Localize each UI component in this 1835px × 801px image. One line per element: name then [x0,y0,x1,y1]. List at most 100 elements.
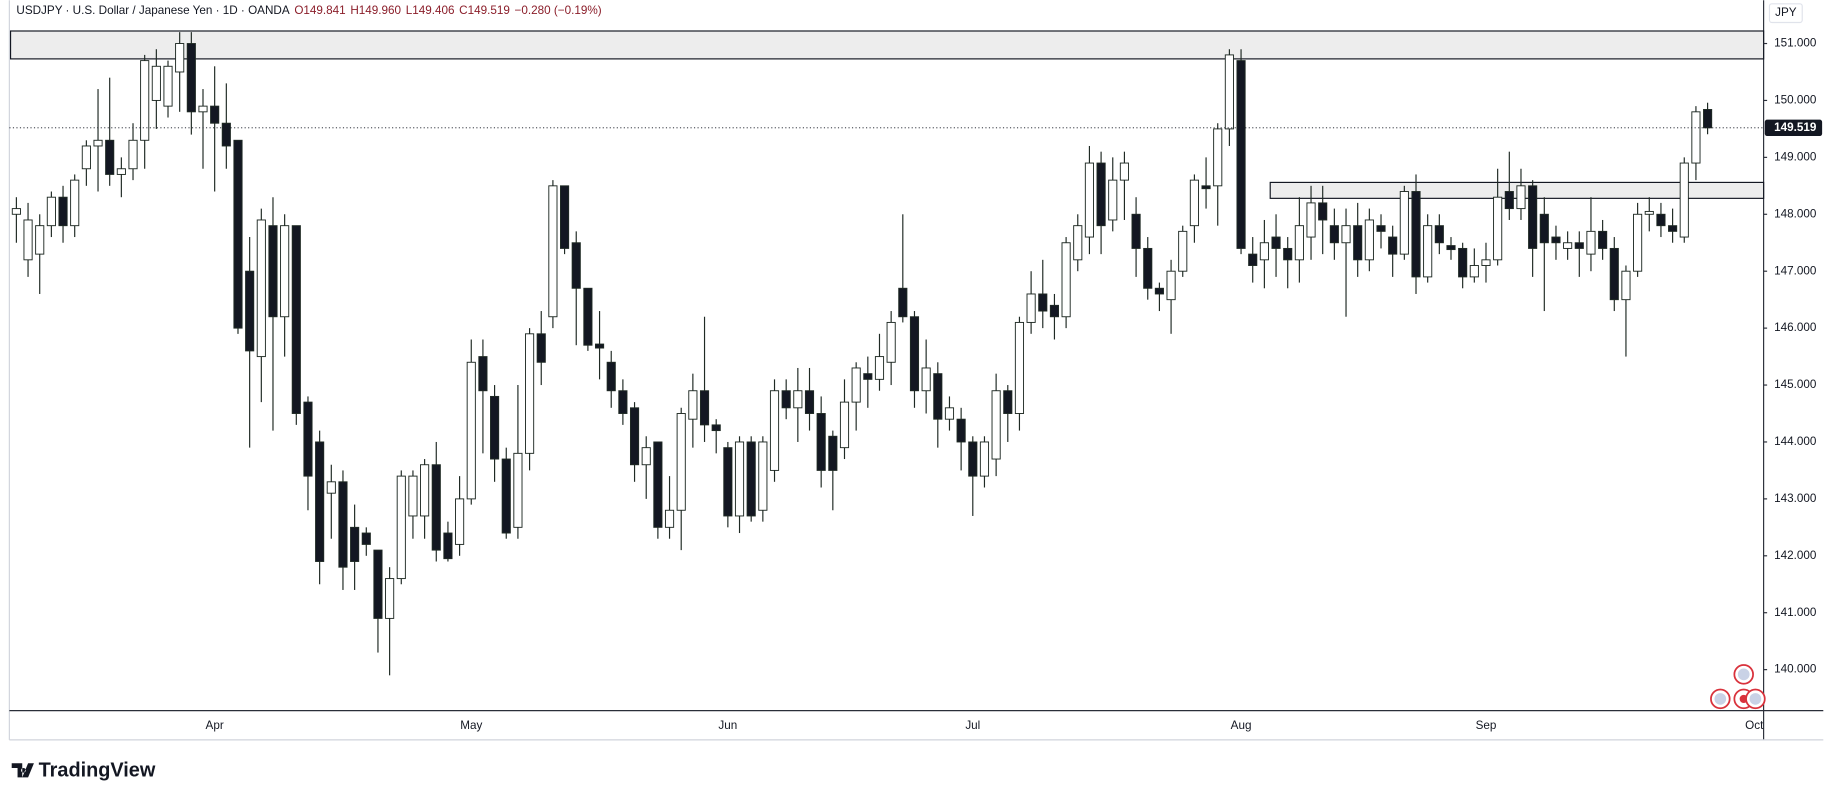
candle-body [1551,236,1561,244]
candle-body [1621,270,1631,301]
x-tick-label: Jun [718,719,737,732]
y-tick-label: 151.000 [1774,37,1817,50]
candle-body [163,65,173,107]
last-price-label: 149.519 [1774,121,1817,134]
symbol-header: USDJPY · U.S. Dollar / Japanese Yen · 1D… [16,4,601,17]
y-tick-label: 143.000 [1774,492,1817,505]
candle-body [1306,202,1316,238]
candle-body [478,356,488,392]
x-tick-label: Oct [1745,719,1764,732]
candle-body [23,219,33,261]
change-label: −0.280 (−0.19%) [515,4,602,17]
candle-body [210,105,220,124]
candle-body [734,441,745,517]
event-icon-flag [1714,693,1727,705]
candle-body [863,373,873,380]
candle-body [1563,242,1573,249]
candle-body [140,60,150,141]
open-label: O149.841 [294,4,345,17]
frame [8,0,1824,741]
candle-body [1539,213,1549,244]
candle-body [839,401,850,449]
candle-body [175,43,185,73]
close-label: C149.519 [459,4,510,17]
candle-body [1574,242,1584,249]
currency-button[interactable] [1768,3,1803,24]
candle-body [758,441,768,511]
last-price-box [1764,119,1823,137]
candle-body [1259,242,1269,261]
brand-name: TradingView [39,760,156,782]
candle-body [443,532,453,560]
candle-body [968,441,978,477]
candle-body [128,139,138,170]
candle-body [1073,225,1083,261]
candle-body [233,139,243,329]
candle-body [1388,236,1398,255]
candle-body [979,441,990,477]
candle-body [828,435,838,471]
candle-body [46,196,56,227]
candle-body [93,139,103,147]
event-icons [1710,664,1766,710]
candle-body [303,401,313,477]
x-tick-label: Jul [965,719,980,732]
candle-body [70,179,80,227]
candle-body [1003,390,1013,414]
candle-body [1189,179,1199,227]
y-tick-label: 142.000 [1774,549,1817,562]
candle-body [664,509,675,528]
candle-body [886,321,896,363]
candle-body [1644,210,1654,215]
brand-logo: TradingView [11,760,156,782]
candle-body [1294,225,1304,261]
candle-body [11,208,21,215]
y-tick-label: 150.000 [1774,94,1817,107]
candle-body [431,464,441,551]
y-tick-label: 147.000 [1774,264,1817,277]
candle-body [1376,225,1386,232]
candle-body [1633,213,1643,272]
candle-body [1493,196,1503,261]
event-icon-flag [1737,668,1750,681]
candle-body [629,407,640,466]
candle-body [81,145,91,170]
y-tick-label: 145.000 [1774,378,1817,391]
candle-body [361,532,371,545]
candle-body [186,43,196,113]
candle-body [501,458,511,534]
candle-body [105,139,115,175]
candle-body [490,395,500,460]
y-tick-label: 141.000 [1774,606,1817,619]
plot [9,30,1765,676]
candle-body [1481,259,1491,266]
candle-body [909,316,920,392]
y-tick-label: 148.000 [1774,207,1817,220]
candle-body [1341,225,1351,244]
candle-body [1434,225,1444,244]
candle-body [1178,230,1188,272]
symbol: USDJPY · U.S. Dollar / Japanese Yen · 1D… [16,4,289,17]
currency-label[interactable]: JPY [1775,6,1797,19]
candle-body [699,390,710,426]
candle-body [1458,247,1468,278]
candle-body [221,122,231,147]
candle-body [1318,202,1328,221]
candle-body [898,287,908,318]
low-label: L149.406 [406,4,455,17]
candle-body [1364,219,1374,261]
candle-body [1061,242,1071,318]
candle-body [1166,270,1176,301]
candle-body [1504,191,1514,210]
candle-body [653,441,663,528]
candle-body [874,356,885,380]
candle-body [1224,54,1234,130]
candle-body [1469,265,1479,278]
candle-body [256,219,266,358]
candle-body [58,196,68,227]
candle-body [781,390,791,409]
high-label: H149.960 [350,4,401,17]
